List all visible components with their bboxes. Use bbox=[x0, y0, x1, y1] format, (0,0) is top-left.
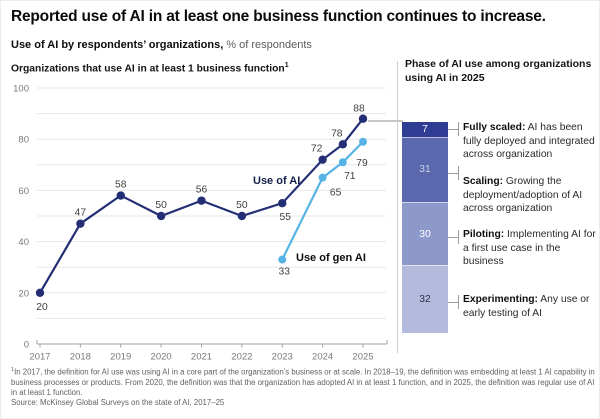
x-axis-label: 2023 bbox=[272, 352, 293, 363]
phase-term: Piloting: bbox=[463, 229, 505, 240]
phase-desc: AI has been fully deployed and integrate… bbox=[463, 122, 595, 161]
phase-desc: Any use or early testing of AI bbox=[463, 294, 590, 319]
phase-term: Fully scaled: bbox=[463, 122, 526, 133]
y-axis-label: 0 bbox=[24, 340, 29, 351]
x-axis-label: 2021 bbox=[191, 352, 212, 363]
callout-tick bbox=[458, 230, 459, 244]
data-point bbox=[318, 173, 327, 182]
data-label: 78 bbox=[331, 128, 343, 139]
footnote-note: In 2017, the definition for AI use was u… bbox=[11, 367, 595, 398]
y-axis-label: 100 bbox=[13, 84, 29, 95]
data-point bbox=[156, 211, 166, 221]
data-label: 47 bbox=[75, 208, 87, 219]
x-axis-label: 2018 bbox=[70, 352, 91, 363]
phase-segment: 7 bbox=[402, 122, 448, 137]
footnote-text: 1In 2017, the definition for AI use was … bbox=[11, 367, 595, 398]
phase-desc: Implementing AI for a first use case in … bbox=[463, 229, 596, 268]
y-axis-label: 60 bbox=[18, 186, 29, 197]
data-label: 88 bbox=[353, 104, 365, 115]
data-point bbox=[338, 140, 348, 149]
data-point bbox=[197, 196, 206, 205]
series-label: Use of AI bbox=[253, 175, 300, 187]
data-label: 65 bbox=[330, 188, 342, 199]
data-label: 79 bbox=[356, 158, 368, 169]
phase-label: Fully scaled: AI has been fully deployed… bbox=[463, 121, 599, 162]
data-label: 50 bbox=[236, 200, 248, 211]
data-point bbox=[338, 158, 347, 167]
data-point bbox=[358, 114, 368, 123]
data-point bbox=[278, 199, 287, 208]
bar-connector-line bbox=[368, 120, 403, 122]
left-chart-title-text: Organizations that use AI in at least 1 … bbox=[11, 63, 285, 75]
footnote-block: 1In 2017, the definition for AI use was … bbox=[11, 367, 595, 409]
data-label: 50 bbox=[155, 200, 167, 211]
x-axis-label: 2024 bbox=[312, 352, 333, 363]
phase-segment: 32 bbox=[402, 265, 448, 333]
phase-segment: 30 bbox=[402, 202, 448, 266]
data-label: 71 bbox=[344, 171, 356, 182]
data-point bbox=[359, 137, 367, 146]
data-point bbox=[318, 155, 327, 164]
x-axis-label: 2017 bbox=[29, 352, 50, 363]
data-point bbox=[35, 288, 45, 297]
callout-tick bbox=[458, 295, 459, 309]
y-axis-label: 40 bbox=[18, 237, 29, 248]
data-label: 33 bbox=[279, 267, 291, 278]
subtitle: Use of AI by respondents’ organizations,… bbox=[11, 39, 312, 51]
series-label: Use of gen AI bbox=[296, 252, 366, 264]
phase-stacked-bar: 7 31 30 32 bbox=[402, 122, 448, 333]
data-label: 56 bbox=[196, 185, 208, 196]
phase-term: Experimenting: bbox=[463, 294, 538, 305]
right-panel-title: Phase of AI use among organizations usin… bbox=[405, 58, 592, 84]
panel-divider bbox=[397, 61, 398, 353]
data-label: 58 bbox=[115, 180, 127, 191]
page-title: Reported use of AI in at least one busin… bbox=[11, 8, 546, 25]
data-label: 72 bbox=[311, 144, 323, 155]
subtitle-bold: Use of AI by respondents’ organizations, bbox=[11, 39, 224, 51]
footnote-superscript: 1 bbox=[11, 367, 15, 373]
line-chart: 0 20 40 60 80 100 2017 2018 2019 2020 2021 2022 2023… bbox=[13, 84, 388, 363]
phase-label: Experimenting: Any use or early testing … bbox=[463, 293, 599, 320]
callout-line bbox=[448, 129, 458, 130]
left-chart-title: Organizations that use AI in at least 1 … bbox=[11, 62, 289, 74]
source-line: Source: McKinsey Global Surveys on the s… bbox=[11, 398, 225, 408]
phase-label: Scaling: Growing the deployment/adoption… bbox=[463, 175, 599, 216]
callout-tick bbox=[458, 165, 459, 180]
data-point bbox=[76, 219, 85, 228]
series-line-ai bbox=[39, 118, 364, 294]
y-axis-label: 80 bbox=[18, 135, 29, 146]
callout-line bbox=[448, 237, 458, 238]
callout-line bbox=[448, 172, 458, 174]
data-label: 20 bbox=[36, 302, 48, 313]
footnote-marker: 1 bbox=[284, 62, 289, 69]
phase-term: Scaling: bbox=[463, 176, 504, 187]
x-axis-label: 2022 bbox=[231, 352, 252, 363]
callout-tick bbox=[458, 122, 459, 136]
phase-desc: Growing the deployment/adoption of AI ac… bbox=[463, 176, 583, 215]
phase-segment: 31 bbox=[402, 136, 448, 203]
callout-line bbox=[448, 302, 458, 303]
subtitle-units: % of respondents bbox=[226, 39, 312, 51]
phase-label: Piloting: Implementing AI for a first us… bbox=[463, 228, 599, 269]
data-point bbox=[237, 211, 247, 221]
y-axis-label: 20 bbox=[18, 288, 29, 299]
x-axis-label: 2020 bbox=[151, 352, 172, 363]
data-label: 55 bbox=[280, 212, 292, 223]
x-axis-label: 2025 bbox=[352, 352, 373, 363]
x-axis-label: 2019 bbox=[110, 352, 131, 363]
data-point bbox=[116, 191, 125, 200]
data-point bbox=[278, 255, 287, 264]
series-line-gen-ai bbox=[281, 140, 364, 261]
